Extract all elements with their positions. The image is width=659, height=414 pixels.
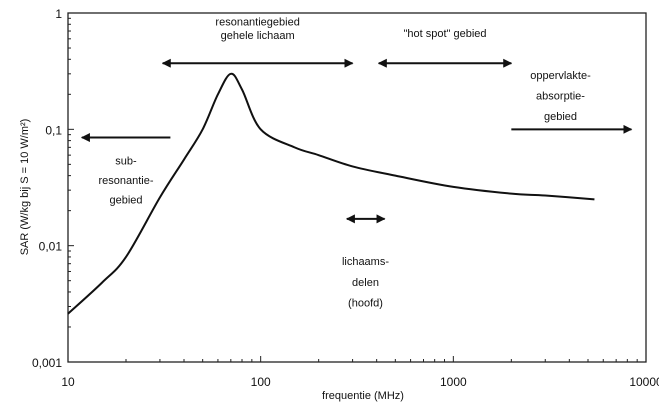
annotation-label: oppervlakte-	[530, 70, 591, 82]
x-tick-label: 1000	[440, 375, 467, 389]
sar-curve	[67, 72, 595, 315]
x-axis-label: frequentie (MHz)	[322, 390, 404, 402]
annotation-label: delen	[352, 277, 379, 289]
annotation-label: gebied	[109, 195, 142, 207]
y-tick-label: 0,01	[39, 240, 63, 254]
x-tick-label: 100	[251, 375, 271, 389]
annotation-label: "hot spot" gebied	[404, 28, 487, 40]
y-tick-label: 0,001	[32, 356, 62, 370]
annotation-label: lichaams-	[342, 256, 389, 268]
annotation-label: gehele lichaam	[221, 30, 295, 42]
annotation-label: (hoofd)	[348, 297, 383, 309]
annotation-label: resonantiegebied	[215, 17, 299, 29]
x-tick-label: 10	[61, 375, 75, 389]
y-tick-label: 1	[55, 7, 62, 21]
y-tick-label: 0,1	[45, 123, 62, 137]
annotation-label: absorptie-	[536, 91, 585, 103]
annotation-label: resonantie-	[98, 175, 153, 187]
annotation-label: sub-	[115, 155, 137, 167]
annotation-label: gebied	[544, 111, 577, 123]
y-axis-label: SAR (W/kg bij S = 10 W/m²)	[19, 119, 31, 256]
plot-frame	[67, 12, 647, 363]
